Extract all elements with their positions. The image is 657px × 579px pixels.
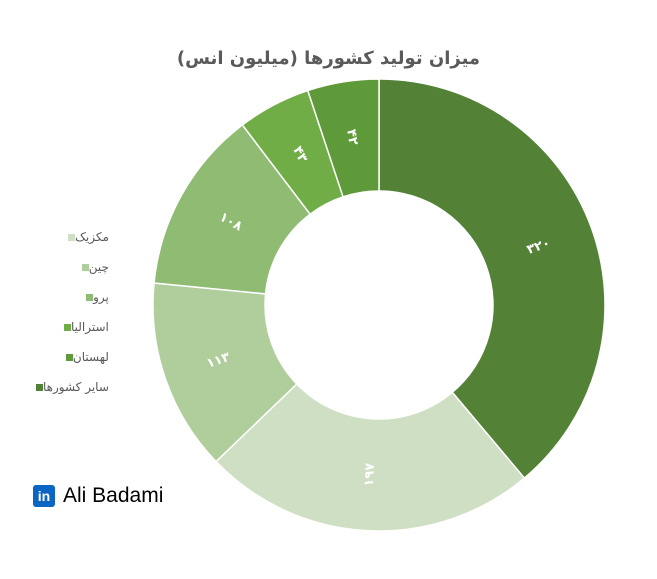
author-name: Ali Badami — [63, 484, 164, 507]
linkedin-icon[interactable]: in — [33, 485, 55, 507]
legend-label: چین — [88, 260, 109, 274]
legend-label: لهستان — [72, 350, 109, 364]
legend-label: پرو — [93, 290, 109, 304]
chart-title: میزان تولید کشورها (میلیون انس) — [176, 48, 481, 69]
legend-item: سایر کشورها — [30, 372, 109, 402]
legend-label: سایر کشورها — [43, 380, 109, 394]
legend-swatch — [63, 323, 71, 331]
donut-slice — [214, 382, 526, 532]
legend-item: استرالیا — [30, 312, 109, 342]
author-branding: in Ali Badami — [33, 484, 163, 508]
data-label: ۴۳ — [289, 144, 310, 165]
data-label: ۱۹۷ — [362, 462, 378, 487]
legend: مکزیک چین پرو استرالیا لهستان سایر کشوره… — [30, 222, 109, 402]
legend-label: استرالیا — [70, 320, 109, 334]
data-label: ۴۲ — [343, 128, 360, 146]
donut-slice — [306, 78, 380, 198]
legend-swatch — [86, 293, 94, 301]
legend-item: لهستان — [30, 342, 109, 372]
legend-item: چین — [30, 252, 109, 282]
data-label: ۱۱۳ — [205, 350, 232, 372]
donut-slice — [378, 78, 606, 480]
legend-label: مکزیک — [75, 230, 109, 244]
legend-swatch — [68, 233, 76, 241]
legend-swatch — [81, 263, 89, 271]
legend-item: مکزیک — [30, 222, 109, 252]
legend-swatch — [36, 383, 43, 391]
legend-swatch — [65, 353, 73, 361]
legend-item: پرو — [30, 282, 109, 312]
